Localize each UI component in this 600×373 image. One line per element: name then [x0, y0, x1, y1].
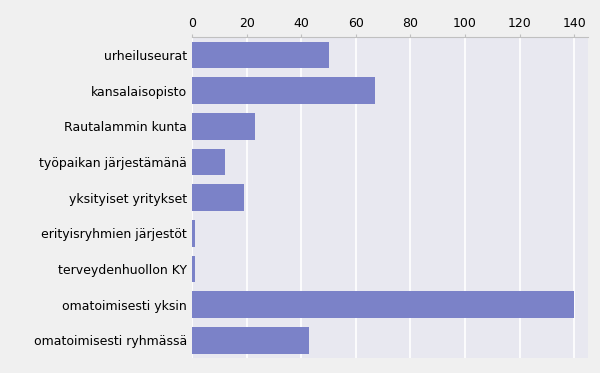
Bar — [192, 42, 329, 69]
Bar — [192, 291, 574, 318]
Bar — [192, 256, 195, 282]
Bar — [192, 327, 310, 354]
Bar — [192, 149, 225, 175]
Bar — [192, 184, 244, 211]
Bar — [192, 113, 255, 140]
Bar — [192, 78, 375, 104]
Bar — [192, 220, 195, 247]
